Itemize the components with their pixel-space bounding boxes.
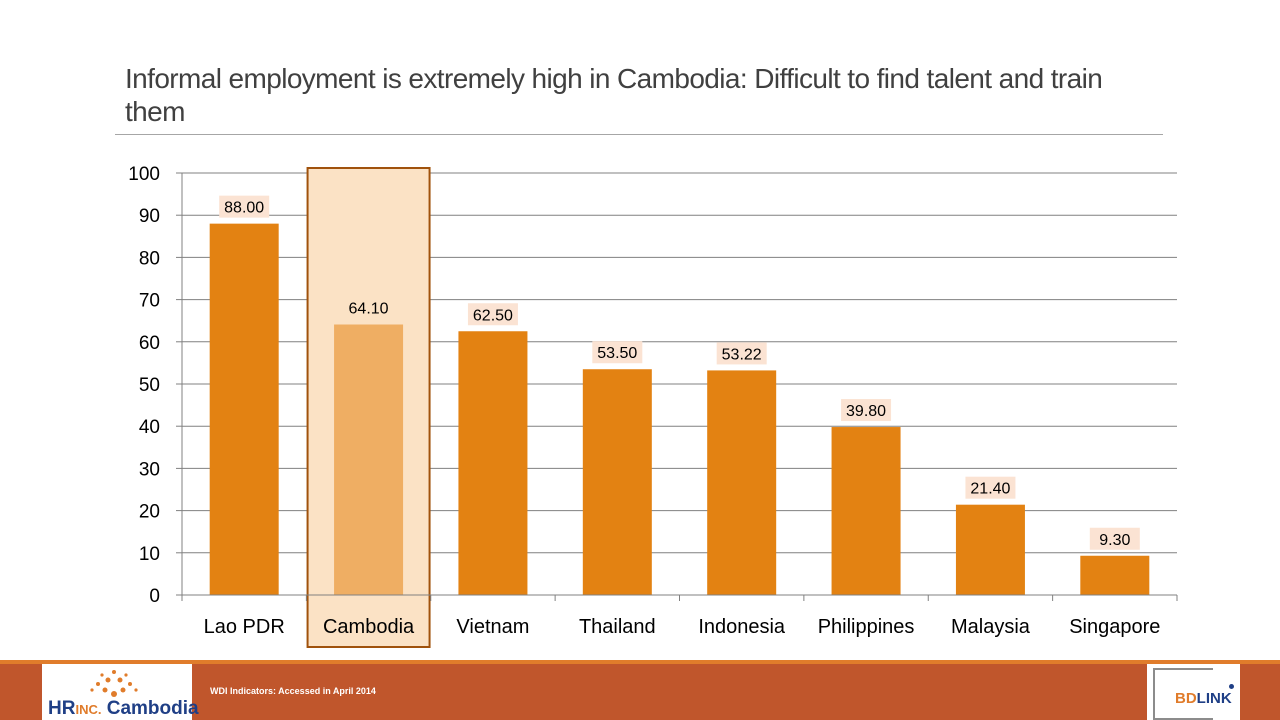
- bdlink-dot-icon: [1229, 684, 1234, 689]
- y-tick-label: 100: [128, 164, 160, 185]
- bdlink-logo-text: BDLINK: [1175, 690, 1232, 707]
- data-label-background: [716, 342, 767, 365]
- data-label-background: [965, 476, 1016, 499]
- bar: [831, 427, 901, 595]
- data-label: 9.30: [1099, 532, 1130, 549]
- y-tick-label: 10: [139, 544, 160, 565]
- data-label: 53.50: [597, 345, 637, 362]
- bar: [458, 331, 528, 595]
- data-label-background: [467, 303, 518, 326]
- category-label: Singapore: [1069, 616, 1160, 638]
- y-tick-label: 70: [139, 291, 160, 312]
- logo-left-main: HR: [48, 698, 76, 719]
- logo-right-a: BD: [1175, 690, 1197, 707]
- y-tick-label: 80: [139, 248, 160, 269]
- category-label: Philippines: [818, 616, 915, 638]
- category-label: Indonesia: [698, 616, 786, 638]
- data-label-background: [219, 195, 270, 218]
- category-label: Lao PDR: [204, 616, 285, 638]
- data-labels: 88.00 64.10 62.50 53.50 53.22 39.80 21.40 9.30: [219, 195, 1140, 550]
- y-tick-label: 40: [139, 417, 160, 438]
- x-axis-category-labels: Lao PDR Cambodia Vietnam Thailand Indonesia P…: [204, 616, 1161, 638]
- y-tick-label: 20: [139, 502, 160, 523]
- footer-source-note: WDI Indicators: Accessed in April 2014: [210, 686, 376, 696]
- bdlink-logo: BDLINK: [1147, 664, 1240, 720]
- logo-left-place: Cambodia: [101, 698, 199, 719]
- y-tick-label: 0: [149, 586, 160, 607]
- sunburst-icon: [90, 670, 138, 697]
- data-label: 21.40: [970, 481, 1010, 498]
- bar: [582, 369, 652, 595]
- hrinc-logo-text: HRINC. Cambodia: [48, 698, 199, 720]
- footer-band: [0, 664, 1280, 720]
- data-label-background: [841, 399, 892, 422]
- bdlink-logo-frame: [1153, 668, 1213, 720]
- data-label: 39.80: [846, 403, 886, 420]
- category-label: Thailand: [579, 616, 656, 638]
- bar-chart: 0 10 20 30 40 50 60 70 80 90 100 Lao PDR Cambodia Vi…: [128, 164, 1178, 648]
- y-tick-label: 50: [139, 375, 160, 396]
- slide-title: Informal employment is extremely high in…: [125, 63, 1103, 127]
- data-label-background: [1089, 527, 1140, 550]
- category-label: Cambodia: [323, 616, 415, 638]
- category-label: Vietnam: [456, 616, 529, 638]
- bar: [955, 504, 1025, 595]
- bar: [707, 370, 777, 595]
- hrinc-logo: HRINC. Cambodia: [42, 664, 199, 720]
- logo-right-b: LINK: [1196, 690, 1232, 707]
- y-axis-tick-labels: 0 10 20 30 40 50 60 70 80 90 100: [128, 164, 160, 607]
- data-label: 88.00: [224, 200, 264, 217]
- footer-accent-line: [0, 660, 1280, 664]
- y-tick-label: 90: [139, 206, 160, 227]
- data-label: 64.10: [349, 300, 389, 317]
- title-divider: [115, 134, 1163, 135]
- data-label: 53.22: [722, 346, 762, 363]
- y-tick-label: 30: [139, 459, 160, 480]
- data-label-background: [592, 341, 643, 364]
- logo-left-inc: INC.: [75, 702, 102, 717]
- data-label: 62.50: [473, 307, 513, 324]
- bar: [1080, 555, 1150, 595]
- chart-axes: [176, 172, 1178, 601]
- chart-bars: [209, 223, 1150, 595]
- category-label: Malaysia: [951, 616, 1031, 638]
- y-tick-label: 60: [139, 333, 160, 354]
- bar: [209, 223, 279, 595]
- bar: [334, 324, 404, 595]
